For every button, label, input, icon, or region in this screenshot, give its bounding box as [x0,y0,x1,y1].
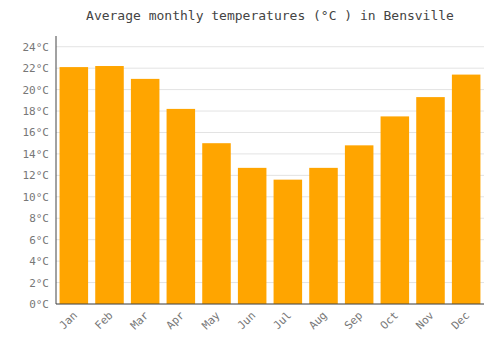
x-tick-label: Mar [128,309,152,333]
bar [202,143,231,304]
y-tick-label: 20°C [23,84,50,97]
chart-svg: Average monthly temperatures (°C ) in Be… [0,0,500,350]
bar [238,168,267,304]
x-tick-label: Aug [306,309,329,332]
y-tick-label: 16°C [23,126,50,139]
bar [131,79,160,304]
x-tick-label: May [199,309,223,333]
y-axis: 0°C 2°C 4°C 6°C 8°C 10°C 12°C 14°C 16°C 18°C 20°C 2… [23,41,50,311]
y-tick-label: 0°C [29,298,49,311]
x-tick-label: Feb [92,309,115,332]
bar [416,97,445,304]
x-tick-label: Apr [164,309,188,333]
y-tick-label: 2°C [29,277,49,290]
y-tick-label: 8°C [29,212,49,225]
y-tick-label: 22°C [23,62,50,75]
grid-line [56,304,484,305]
x-tick-label: Jul [271,309,294,332]
bar [60,67,89,304]
bar [274,180,303,304]
grid [56,47,484,304]
x-tick-label: Jan [57,309,80,332]
chart-container: Average monthly temperatures (°C ) in Be… [0,0,500,350]
bar [309,168,338,304]
bar [345,145,374,304]
x-tick-label: Jun [235,309,258,332]
x-tick-label: Dec [449,309,472,332]
bar [95,66,124,304]
y-tick-label: 14°C [23,148,50,161]
x-tick-label: Nov [413,309,437,333]
x-axis: Jan Feb Mar Apr May Jun Jul Aug Sep Oct Nov Dec [57,309,473,333]
x-axis-line [56,304,484,305]
y-axis-line [56,36,57,304]
y-tick-label: 12°C [23,169,50,182]
y-tick-label: 4°C [29,255,49,268]
x-tick-label: Oct [378,309,401,332]
bars [60,66,481,304]
y-tick-label: 6°C [29,234,49,247]
y-tick-label: 10°C [23,191,50,204]
bar [381,116,410,304]
bar [167,109,196,304]
y-tick-label: 18°C [23,105,50,118]
grid-line [56,46,484,47]
y-tick-label: 24°C [23,41,50,54]
x-tick-label: Sep [342,309,365,332]
title: Average monthly temperatures (°C ) in Be… [86,8,454,23]
bar [452,75,481,304]
